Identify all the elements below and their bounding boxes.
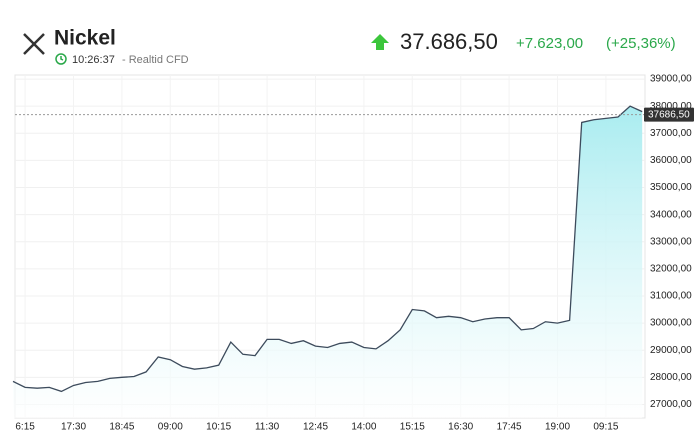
y-tick-label: 28000,00 <box>650 372 692 383</box>
y-tick-label: 34000,00 <box>650 209 692 220</box>
y-tick-label: 39000,00 <box>650 74 692 85</box>
x-tick-label: 18:45 <box>109 422 134 433</box>
price: 37.686,50 <box>400 29 498 54</box>
y-tick-label: 35000,00 <box>650 182 692 193</box>
time: 10:26:37 <box>72 54 115 66</box>
up-arrow <box>371 34 389 50</box>
current-price-box <box>644 107 694 122</box>
x-tick-label: 6:15 <box>15 422 35 433</box>
y-tick-label: 32000,00 <box>650 264 692 275</box>
area <box>13 106 643 418</box>
price-line <box>12 105 643 393</box>
x-tick-label: 17:30 <box>61 422 86 433</box>
source: - Realtid CFD <box>122 54 189 66</box>
x-tick-label: 09:00 <box>158 422 183 433</box>
instrument-title: Nickel <box>54 27 116 50</box>
close-icon[interactable] <box>23 33 45 55</box>
x-tick-label: 11:30 <box>255 422 280 433</box>
x-tick-label: 10:15 <box>206 422 231 433</box>
y-tick-label: 31000,00 <box>650 291 692 302</box>
y-tick-label: 38000,00 <box>650 101 692 112</box>
y-tick-label: 30000,00 <box>650 318 692 329</box>
y-tick-label: 33000,00 <box>650 236 692 247</box>
current-price-label: 37686,50 <box>648 109 690 120</box>
x-tick-label: 09:15 <box>593 422 618 433</box>
y-tick-label: 36000,00 <box>650 155 692 166</box>
chart: 27000,00 28000,00 29000,00 30000,00 31000,00… <box>12 74 694 433</box>
y-tick-label: 29000,00 <box>650 345 692 356</box>
y-tick-label: 37000,00 <box>650 128 692 139</box>
x-tick-label: 16:30 <box>448 422 473 433</box>
x-tick-label: 15:15 <box>400 422 425 433</box>
y-tick-label: 27000,00 <box>650 399 692 410</box>
change: +7.623,00 <box>516 35 583 52</box>
change-pct: (+25,36%) <box>606 35 676 52</box>
x-tick-label: 12:45 <box>303 422 328 433</box>
clock-icon <box>55 53 67 65</box>
x-tick-label: 19:00 <box>545 422 570 433</box>
x-tick-label: 14:00 <box>351 422 376 433</box>
x-tick-label: 17:45 <box>497 422 522 433</box>
